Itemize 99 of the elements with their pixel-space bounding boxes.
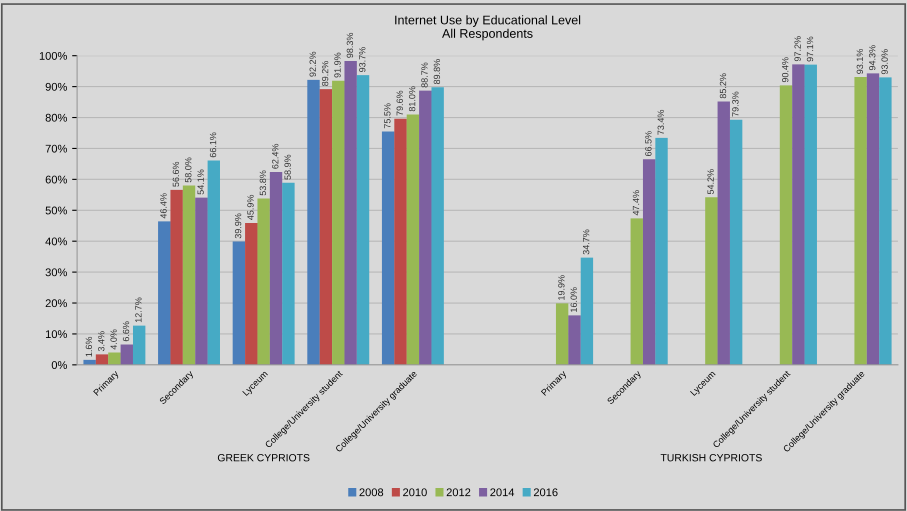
y-tick-label: 0% xyxy=(52,361,67,369)
data-label: 39.9% xyxy=(234,213,242,238)
y-tick-label: 20% xyxy=(46,299,67,308)
y-tick-label: 80% xyxy=(46,114,67,122)
data-label: 75.5% xyxy=(384,103,391,128)
data-label: 98.3% xyxy=(346,32,354,58)
data-label: 73.4% xyxy=(658,110,664,135)
bar xyxy=(245,222,258,365)
bar xyxy=(96,354,108,365)
data-label: 79.6% xyxy=(396,90,403,116)
data-label: 85.2% xyxy=(720,73,726,98)
bar xyxy=(580,258,594,365)
bar xyxy=(83,360,96,365)
bar xyxy=(854,77,867,365)
legend-label: 2012 xyxy=(446,488,470,496)
data-label: 46.4% xyxy=(160,193,167,218)
bar xyxy=(120,344,133,365)
bar xyxy=(705,197,718,365)
bar xyxy=(642,159,656,365)
text: GREEK CYPRIOTS xyxy=(218,454,310,462)
data-label: 93.0% xyxy=(881,49,888,74)
y-tick-label: 100% xyxy=(40,52,67,60)
bar xyxy=(170,190,183,365)
data-label: 92.2% xyxy=(310,52,316,77)
bar xyxy=(320,89,332,365)
bar xyxy=(382,131,394,365)
bar xyxy=(356,75,370,365)
y-tick-label: 50% xyxy=(46,206,67,214)
data-label: 97.2% xyxy=(794,36,801,62)
bar xyxy=(132,326,146,365)
bar xyxy=(630,218,643,365)
data-label: 94.3% xyxy=(869,45,876,70)
data-label: 79.3% xyxy=(732,92,739,116)
data-label: 54.2% xyxy=(707,169,714,194)
bar xyxy=(655,138,668,365)
y-tick-label: 70% xyxy=(46,144,67,153)
chart-title: Internet Use by Educational Level All Respondents xyxy=(395,15,580,40)
data-label: 34.7% xyxy=(582,230,590,254)
data-label: 97.1% xyxy=(806,36,814,62)
bar xyxy=(257,198,270,365)
data-label: 89.2% xyxy=(322,61,328,86)
text: TURKISH CYPRIOTS xyxy=(660,454,762,462)
data-label: 93.7% xyxy=(359,47,366,72)
y-tick-label: 60% xyxy=(46,176,67,184)
data-label: 93.1% xyxy=(856,48,864,74)
bar xyxy=(780,85,792,365)
y-tick-label: 90% xyxy=(46,82,67,91)
bar xyxy=(879,77,892,365)
data-label: 90.4% xyxy=(782,57,788,82)
data-label: 88.7% xyxy=(421,62,428,88)
bar xyxy=(419,90,432,365)
bar xyxy=(344,60,357,365)
bar xyxy=(431,87,444,365)
bar xyxy=(866,73,880,365)
data-label: 6.6% xyxy=(122,321,130,342)
bar xyxy=(282,182,295,365)
data-label: 81.0% xyxy=(408,86,416,112)
bar xyxy=(804,64,817,365)
data-label: 91.9% xyxy=(334,52,341,78)
data-label: 19.9% xyxy=(558,275,565,300)
data-label: 12.7% xyxy=(135,298,142,322)
legend-label: 2014 xyxy=(490,488,514,496)
data-label: 62.4% xyxy=(272,144,278,169)
bar xyxy=(232,242,246,365)
data-label: 4.0% xyxy=(110,329,117,350)
bar xyxy=(568,315,581,365)
y-tick-label: 40% xyxy=(45,237,67,246)
data-label: 56.6% xyxy=(172,162,180,187)
data-label: 16.0% xyxy=(570,287,577,312)
bar xyxy=(158,221,170,365)
bar xyxy=(270,172,282,365)
data-label: 89.8% xyxy=(434,59,440,84)
bar xyxy=(730,120,742,365)
legend-label: 2016 xyxy=(534,488,558,496)
bar xyxy=(332,80,344,365)
data-label: 3.4% xyxy=(98,331,104,352)
data-label: 66.1% xyxy=(210,132,216,158)
bar xyxy=(394,118,407,365)
data-label: 58.0% xyxy=(185,157,192,182)
bar xyxy=(195,198,208,365)
y-tick-label: 10% xyxy=(46,330,67,338)
data-label: 54.1% xyxy=(197,170,204,194)
bar xyxy=(108,352,121,365)
data-label: 1.6% xyxy=(86,336,92,356)
legend-label: 2008 xyxy=(359,488,384,496)
bar xyxy=(792,64,805,365)
bar xyxy=(182,186,196,365)
y-tick-label: 30% xyxy=(46,268,67,276)
data-label: 45.9% xyxy=(247,194,254,220)
bar xyxy=(406,114,420,365)
bar xyxy=(208,160,220,365)
legend-label: 2010 xyxy=(403,488,427,496)
data-label: 53.8% xyxy=(260,170,266,196)
data-label: 66.5% xyxy=(645,131,652,156)
bar xyxy=(556,303,568,365)
data-label: 58.9% xyxy=(284,154,291,180)
data-label: 47.4% xyxy=(632,190,640,216)
bar xyxy=(718,101,730,365)
bar xyxy=(307,80,320,365)
